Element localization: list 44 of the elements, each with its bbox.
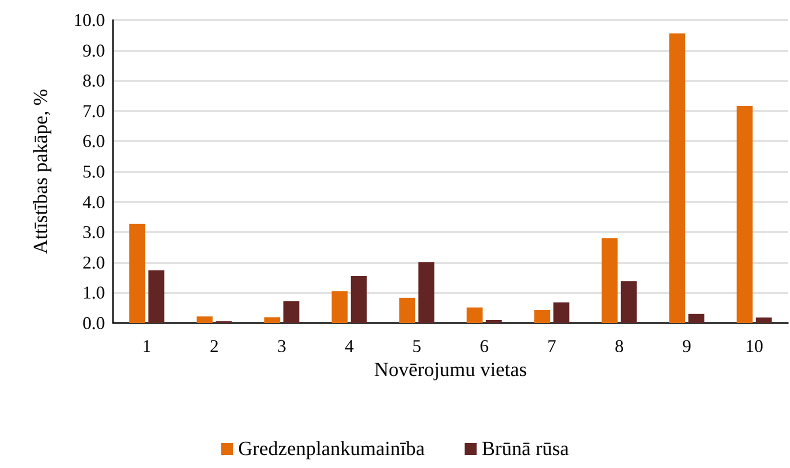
legend-label: Brūnā rūsa — [482, 438, 570, 460]
y-tick-label: 8.0 — [82, 70, 105, 91]
bar — [350, 276, 367, 323]
y-tick-label: 0.0 — [82, 313, 105, 333]
x-tick-label: 8 — [614, 336, 624, 356]
bar — [196, 316, 213, 323]
y-tick-label: 10.0 — [74, 10, 105, 30]
bar — [129, 224, 146, 323]
bar — [534, 310, 550, 323]
y-axis-title: Attīstības pakāpe, % — [30, 89, 52, 254]
x-tick-label: 2 — [210, 336, 219, 356]
legend-label: Gredzenplankumainība — [238, 438, 425, 460]
x-tick-label: 10 — [745, 336, 764, 356]
bar — [148, 270, 164, 323]
y-tick-label: 1.0 — [82, 282, 105, 303]
y-tick-label: 2.0 — [82, 252, 105, 272]
x-tick-label: 1 — [142, 336, 152, 356]
bar — [466, 308, 483, 323]
x-tick-label: 9 — [682, 336, 692, 356]
y-tick-label: 6.0 — [82, 131, 105, 152]
y-tick-label: 4.0 — [82, 192, 105, 212]
bar — [399, 298, 416, 323]
bar — [283, 301, 300, 323]
y-tick-label: 3.0 — [82, 222, 105, 242]
bar — [486, 320, 502, 323]
bar — [688, 314, 704, 323]
bar — [756, 318, 772, 323]
y-tick-label: 9.0 — [82, 40, 105, 60]
x-tick-label: 7 — [547, 336, 556, 356]
x-tick-label: 6 — [480, 336, 489, 356]
bar — [418, 262, 434, 323]
x-tick-label: 4 — [344, 336, 354, 356]
y-tick-label: 5.0 — [82, 162, 105, 182]
bar — [602, 238, 618, 323]
bar — [553, 302, 570, 323]
bar — [669, 33, 686, 323]
bar — [620, 281, 637, 323]
x-axis-title: Novērojumu vietas — [374, 358, 528, 381]
y-tick-label: 7.0 — [82, 100, 105, 121]
bar — [332, 291, 348, 323]
bar — [264, 317, 280, 323]
x-tick-label: 3 — [277, 336, 286, 356]
x-tick-label: 5 — [412, 336, 422, 356]
bar — [736, 106, 753, 323]
